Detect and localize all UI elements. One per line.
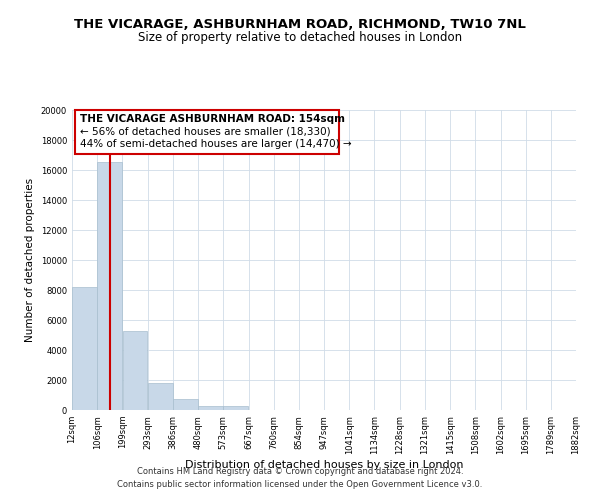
Bar [223, 406, 248, 410]
Text: 44% of semi-detached houses are larger (14,470) →: 44% of semi-detached houses are larger (… [80, 140, 351, 149]
Text: THE VICARAGE, ASHBURNHAM ROAD, RICHMOND, TW10 7NL: THE VICARAGE, ASHBURNHAM ROAD, RICHMOND,… [74, 18, 526, 30]
Bar [72, 287, 97, 410]
Bar [122, 330, 148, 410]
X-axis label: Distribution of detached houses by size in London: Distribution of detached houses by size … [185, 460, 463, 469]
Text: THE VICARAGE ASHBURNHAM ROAD: 154sqm: THE VICARAGE ASHBURNHAM ROAD: 154sqm [80, 114, 344, 124]
Y-axis label: Number of detached properties: Number of detached properties [25, 178, 35, 342]
Text: Size of property relative to detached houses in London: Size of property relative to detached ho… [138, 31, 462, 44]
Text: ← 56% of detached houses are smaller (18,330): ← 56% of detached houses are smaller (18… [80, 127, 330, 137]
Bar [198, 406, 223, 410]
Bar [148, 383, 173, 410]
Text: Contains public sector information licensed under the Open Government Licence v3: Contains public sector information licen… [118, 480, 482, 489]
Bar [97, 162, 122, 410]
FancyBboxPatch shape [74, 110, 339, 154]
Bar [173, 399, 198, 410]
Text: Contains HM Land Registry data © Crown copyright and database right 2024.: Contains HM Land Registry data © Crown c… [137, 467, 463, 476]
